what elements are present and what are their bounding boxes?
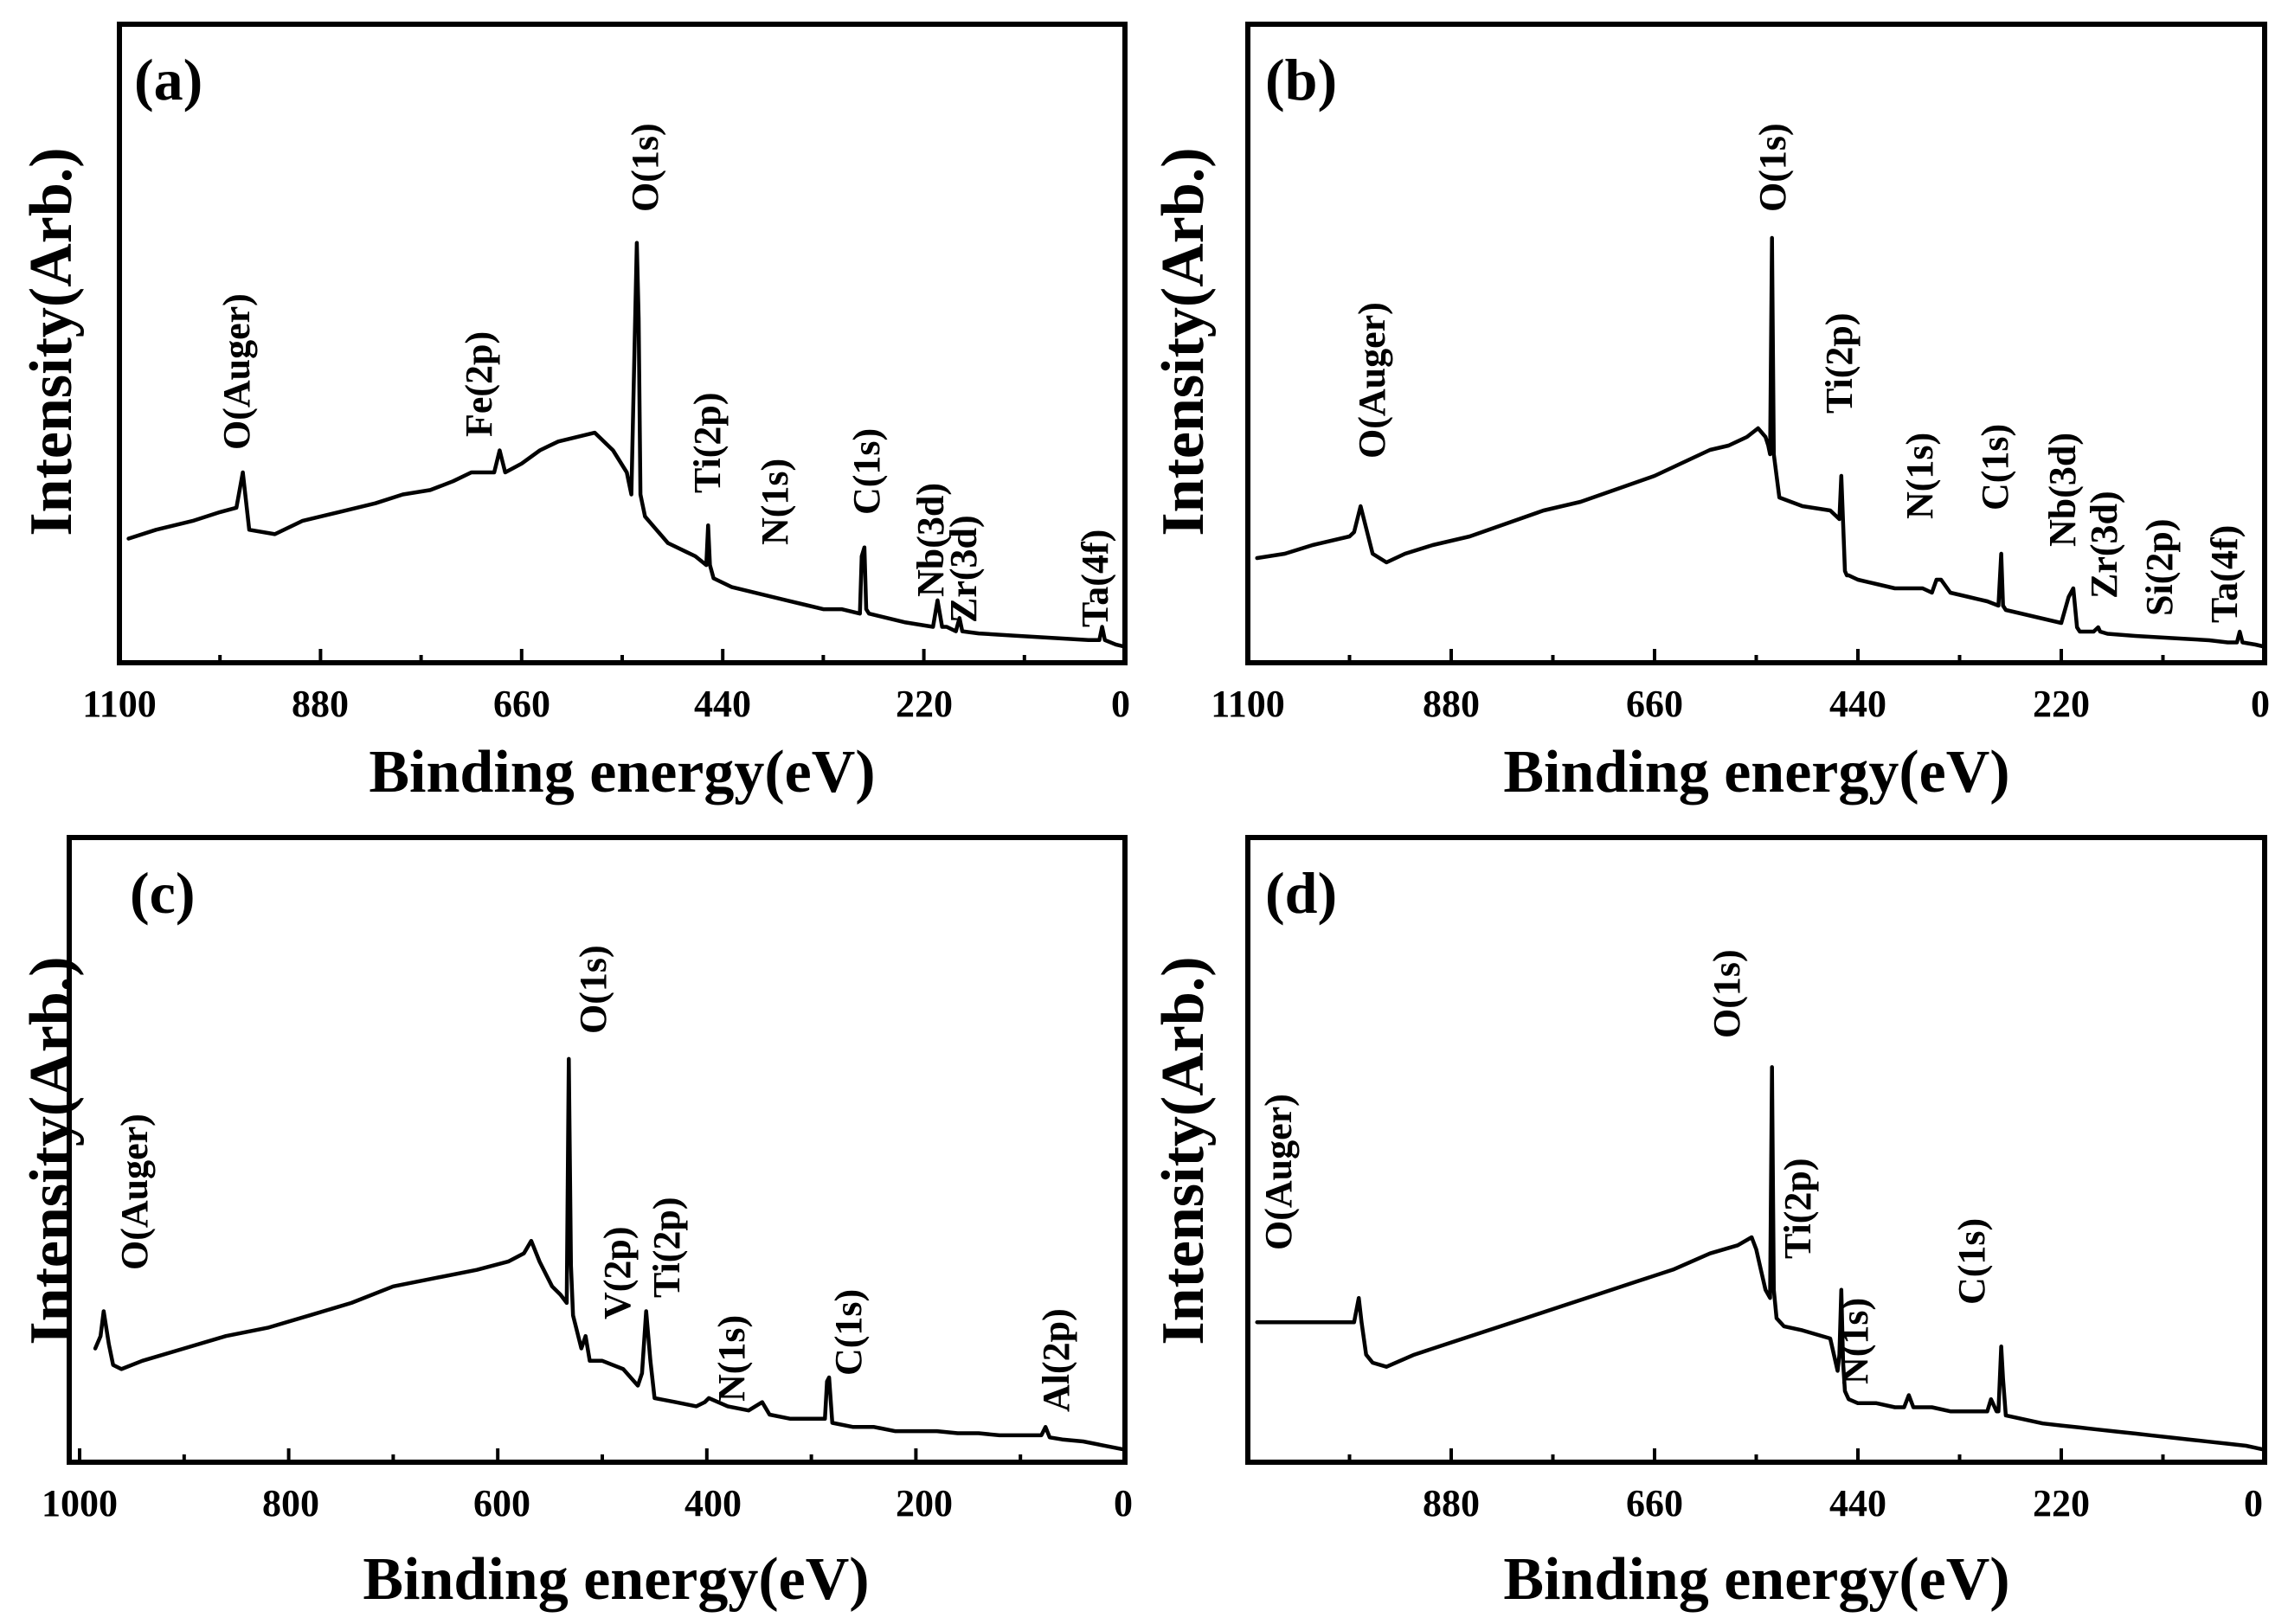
- panel-a-spectrum-line: [126, 241, 1128, 649]
- peak-label: O(Auger): [1257, 1094, 1300, 1250]
- panel-c-tick-label: 200: [896, 1482, 953, 1525]
- peak-label: Si(2p): [2138, 519, 2181, 616]
- panel-a-tick-label: 660: [493, 683, 550, 725]
- panel-a-tick-label: 880: [292, 683, 349, 725]
- peak-label: O(Auger): [215, 293, 258, 450]
- panel-c-tick-label: 600: [473, 1482, 530, 1525]
- peak-label: N(1s): [754, 459, 796, 545]
- panel-c-frame: [67, 835, 1128, 1465]
- peak-label: N(1s): [1834, 1298, 1876, 1384]
- peak-label: Ti(2p): [646, 1197, 688, 1298]
- panel-b-y-axis-label: Intensity(Arb.): [1150, 147, 1217, 536]
- panel-a-tick-label: 440: [694, 683, 751, 725]
- panel-c-x-axis-label: Binding energy(eV): [363, 1546, 869, 1613]
- peak-label: Nb(3d): [2041, 433, 2084, 547]
- panel-a-tick-label: 0: [1111, 683, 1130, 725]
- panel-a-tick-labels: 1100 880 660 440 220 0: [82, 683, 1130, 725]
- panel-d-peak-labels: O(Auger) O(1s) Ti(2p) N(1s) C(1s): [1257, 949, 1993, 1384]
- peak-label: Nb(3d): [909, 483, 952, 597]
- panel-a-ticks: [118, 649, 1127, 663]
- peak-label: Ti(2p): [1818, 312, 1861, 414]
- panel-a-label: (a): [134, 47, 202, 112]
- panel-a-y-axis-label: Intensity(Arb.): [18, 147, 85, 536]
- peak-label: C(1s): [1974, 424, 2016, 510]
- peak-label: N(1s): [710, 1315, 753, 1402]
- peak-label: Ti(2p): [686, 392, 729, 493]
- panel-b-tick-label: 220: [2033, 683, 2090, 725]
- panel-d-frame: [1245, 835, 2267, 1465]
- peak-label: Zr(3d): [942, 515, 985, 623]
- peak-label: Ti(2p): [1777, 1158, 1819, 1259]
- panel-c-tick-label: 400: [684, 1482, 742, 1525]
- peak-label: V(2p): [596, 1226, 639, 1319]
- peak-label: Zr(3d): [2083, 491, 2125, 599]
- panel-d-tick-label: 440: [1829, 1482, 1886, 1525]
- peak-label: Al(2p): [1035, 1308, 1077, 1412]
- panel-d-label: (d): [1265, 860, 1337, 926]
- panel-b: (b) Intensity(Arb.) Binding energy(eV) 1…: [1150, 22, 2270, 806]
- peak-label: C(1s): [845, 428, 888, 515]
- peak-label: O(Auger): [1351, 302, 1393, 459]
- panel-d-tick-label: 660: [1626, 1482, 1683, 1525]
- panel-b-tick-label: 660: [1626, 683, 1683, 725]
- panel-c-label: (c): [130, 860, 195, 926]
- panel-c-spectrum-line: [93, 1056, 1128, 1452]
- panel-d-tick-label: 220: [2033, 1482, 2090, 1525]
- panel-d-x-axis-label: Binding energy(eV): [1503, 1546, 2009, 1613]
- panel-b-tick-label: 1100: [1211, 683, 1285, 725]
- peak-label: C(1s): [827, 1289, 870, 1376]
- peak-label: Ta(4f): [2203, 525, 2246, 623]
- panel-c-tick-labels: 1000 800 600 400 200 0: [42, 1482, 1133, 1525]
- panel-d-y-axis-label: Intensity(Arb.): [1150, 956, 1217, 1345]
- panel-d-tick-label: 880: [1423, 1482, 1480, 1525]
- panel-c: (c) Intensity(Arb.) Binding energy(eV) 1…: [18, 835, 1133, 1613]
- panel-d-tick-labels: 880 660 440 220 0: [1423, 1482, 2263, 1525]
- panel-a-tick-label: 220: [896, 683, 953, 725]
- panel-c-peak-labels: O(Auger) O(1s) V(2p) Ti(2p) N(1s) C(1s) …: [113, 945, 1077, 1412]
- panel-c-tick-label: 1000: [42, 1482, 118, 1525]
- panel-b-ticks: [1246, 649, 2266, 663]
- panel-b-tick-label: 0: [2251, 683, 2270, 725]
- panel-d-spectrum-line: [1255, 1065, 2267, 1452]
- panel-d-tick-label: 0: [2244, 1482, 2263, 1525]
- panel-a-tick-label: 1100: [82, 683, 157, 725]
- panel-b-x-axis-label: Binding energy(eV): [1503, 739, 2009, 806]
- panel-b-label: (b): [1265, 47, 1337, 112]
- peak-label: O(1s): [1706, 949, 1748, 1038]
- panel-a: (a) Intensity(Arb.) Binding energy(eV) 1…: [18, 22, 1130, 806]
- panel-c-tick-label: 800: [262, 1482, 319, 1525]
- panel-b-tick-label: 440: [1829, 683, 1886, 725]
- peak-label: C(1s): [1951, 1218, 1993, 1305]
- panel-d: (d) Intensity(Arb.) Binding energy(eV) 8…: [1150, 835, 2267, 1613]
- panel-b-tick-label: 880: [1423, 683, 1480, 725]
- panel-d-ticks: [1246, 1448, 2266, 1462]
- panel-a-x-axis-label: Binding energy(eV): [369, 739, 875, 806]
- peak-label: N(1s): [1899, 433, 1941, 519]
- panel-a-peak-labels: O(Auger) Fe(2p) O(1s) Ti(2p) N(1s) C(1s)…: [215, 123, 1116, 627]
- peak-label: O(1s): [572, 945, 614, 1034]
- peak-label: Fe(2p): [458, 331, 500, 437]
- panel-b-peak-labels: O(Auger) O(1s) Ti(2p) N(1s) C(1s) Nb(3d)…: [1351, 123, 2246, 623]
- peak-label: O(1s): [624, 123, 666, 212]
- panel-b-spectrum-line: [1255, 235, 2267, 649]
- peak-label: Ta(4f): [1074, 530, 1116, 627]
- panel-c-y-axis-label: Intensity(Arb.): [18, 956, 85, 1345]
- peak-label: O(1s): [1751, 123, 1794, 212]
- peak-label: O(Auger): [113, 1114, 156, 1270]
- panel-b-tick-labels: 1100 880 660 440 220 0: [1211, 683, 2270, 725]
- panel-c-tick-label: 0: [1114, 1482, 1133, 1525]
